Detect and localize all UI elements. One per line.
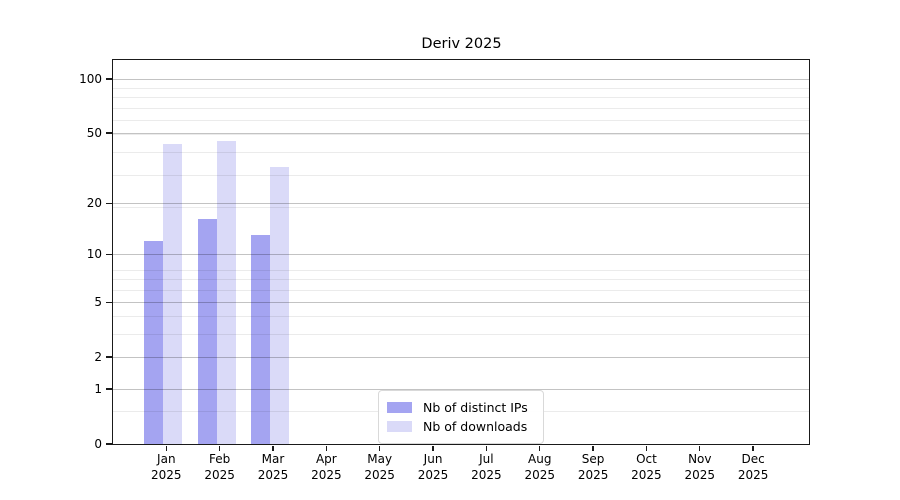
gridline	[113, 174, 809, 176]
x-tick-label-mar: Mar 2025	[257, 452, 289, 482]
x-tick-mark	[485, 445, 488, 451]
x-tick-mark	[218, 445, 221, 451]
x-tick-mark	[699, 445, 701, 451]
gridline	[113, 132, 809, 134]
x-tick-label-aug: Aug 2025	[524, 452, 556, 482]
legend-item-downloads: Nb of downloads	[387, 417, 528, 436]
gridline	[113, 388, 809, 390]
y-tick-mark	[106, 443, 112, 445]
gridline	[113, 87, 809, 89]
x-tick-label-jul: Jul 2025	[471, 452, 502, 482]
y-tick-mark	[106, 301, 112, 303]
y-tick-mark	[106, 202, 112, 204]
x-tick-label-feb: Feb 2025	[204, 452, 235, 482]
gridline	[113, 151, 809, 153]
chart-title: Deriv 2025	[421, 36, 502, 52]
x-tick-label-nov: Nov 2025	[684, 452, 716, 482]
legend-label-distinct-ips: Nb of distinct IPs	[423, 400, 528, 415]
gridline	[113, 316, 809, 318]
x-tick-mark	[379, 445, 381, 451]
x-tick-mark	[272, 445, 274, 451]
gridline	[113, 356, 809, 358]
gridline	[113, 289, 809, 291]
gridline	[113, 119, 809, 121]
gridline	[113, 333, 809, 335]
gridline	[113, 279, 809, 281]
gridline	[113, 96, 809, 98]
legend: Nb of distinct IPs Nb of downloads	[378, 390, 544, 444]
y-tick-label-0: 0	[94, 436, 102, 451]
x-tick-label-sep: Sep 2025	[577, 452, 609, 482]
legend-swatch-distinct-ips	[387, 402, 412, 413]
x-tick-label-jan: Jan 2025	[151, 452, 182, 482]
gridline	[113, 301, 809, 303]
gridline	[113, 202, 809, 204]
y-tick-mark	[106, 132, 112, 134]
x-tick-mark	[645, 445, 648, 451]
x-tick-label-may: May 2025	[364, 452, 395, 482]
x-tick-mark	[165, 445, 167, 451]
bar-feb-2025-s1	[216, 140, 236, 444]
x-tick-label-dec: Dec 2025	[737, 452, 769, 482]
y-tick-label-50: 50	[86, 125, 102, 140]
gridline	[113, 107, 809, 109]
bar-mar-2025-s0	[251, 234, 270, 444]
y-tick-mark	[106, 78, 112, 80]
legend-swatch-downloads	[387, 421, 412, 432]
x-tick-mark	[325, 445, 328, 451]
x-tick-label-apr: Apr 2025	[311, 452, 342, 482]
legend-label-downloads: Nb of downloads	[423, 419, 528, 434]
y-tick-label-10: 10	[86, 246, 102, 261]
x-tick-mark	[752, 445, 754, 451]
plot-area	[112, 59, 810, 445]
gridline	[113, 253, 809, 255]
gridline	[113, 78, 809, 80]
bar-jan-2025-s1	[163, 144, 183, 444]
bar-jan-2025-s0	[144, 240, 164, 444]
y-tick-mark	[106, 356, 112, 358]
gridline	[113, 269, 809, 271]
x-tick-label-jun: Jun 2025	[417, 452, 449, 482]
x-tick-mark	[592, 445, 594, 451]
x-tick-mark	[432, 445, 434, 451]
y-tick-mark	[106, 253, 112, 256]
y-tick-label-5: 5	[94, 294, 102, 309]
bar-mar-2025-s1	[270, 166, 289, 444]
y-tick-label-1: 1	[94, 381, 102, 396]
gridline	[113, 134, 809, 136]
y-tick-mark	[106, 388, 112, 390]
y-tick-label-100: 100	[79, 71, 102, 86]
bar-feb-2025-s0	[197, 219, 217, 444]
x-tick-mark	[539, 445, 541, 451]
x-tick-label-oct: Oct 2025	[631, 452, 662, 482]
legend-item-distinct-ips: Nb of distinct IPs	[387, 398, 528, 417]
y-tick-label-2: 2	[94, 349, 102, 364]
y-tick-label-20: 20	[86, 195, 102, 210]
gridline	[113, 206, 809, 208]
